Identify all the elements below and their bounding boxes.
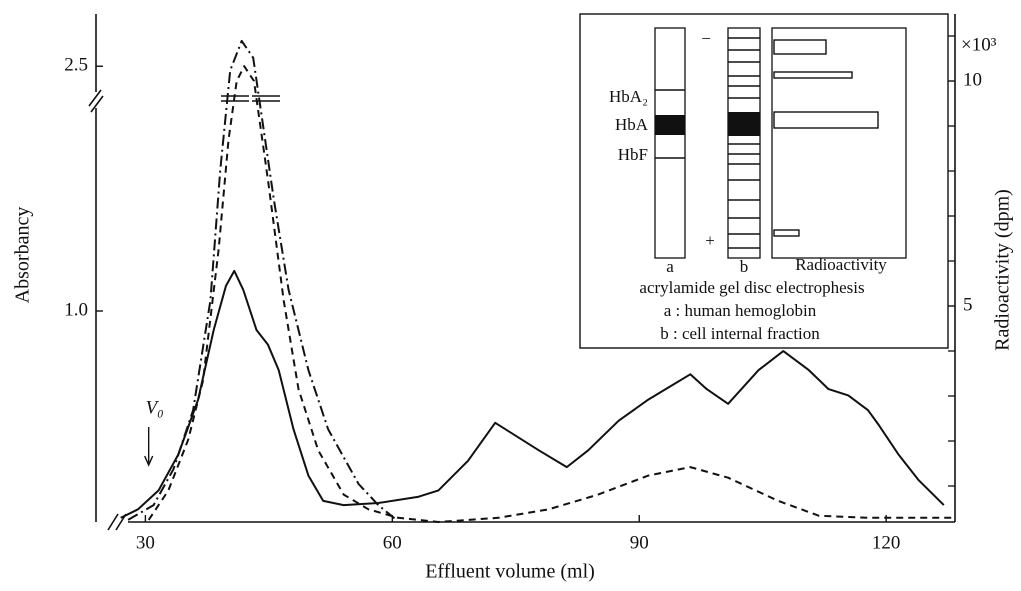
page: Effluent volume chromatogram {"chart_dat… [0,0,1021,586]
inset-caption: b : cell internal fraction [660,324,820,343]
y-tick-label: 2.5 [64,55,88,76]
lane-label: Radioactivity [795,255,887,274]
radioactivity-bar [774,112,878,128]
annotation-label: V₀ [146,397,164,418]
y-axis-title: Absorbancy [12,207,34,304]
minus-sign: − [701,29,711,48]
y-tick-label: 1.0 [64,299,88,320]
inset-caption: a : human hemoglobin [664,301,817,320]
gel-band-hba [655,115,685,135]
gel-band-thick [728,112,760,136]
gel-lane-a [655,28,685,258]
plus-sign: + [705,231,715,250]
y2-tick-label: 10 [963,69,982,90]
x-tick-label: 60 [383,532,402,553]
chart: 30 60 90 120 1.0 2.5 5 10 V₀ Absorbancy Radioact… [0,0,1021,586]
curve-break-marks [221,96,280,101]
x-tick-label: 30 [136,532,155,553]
radioactivity-bar [774,40,826,54]
radioactivity-bar [774,72,852,78]
body: 30 60 90 120 1.0 2.5 5 10 V₀ Absorbancy Radioact… [0,0,1021,586]
y2-unit: ×10³ [961,34,997,55]
band-label: HbA [615,115,649,134]
radioactivity-bar [774,230,799,236]
y2-axis-title: Radioactivity (dpm) [992,189,1014,351]
inset-caption: acrylamide gel disc electrophesis [639,278,864,297]
series-line [128,41,396,520]
lane-label: b [740,257,749,276]
inset-frame [580,14,948,348]
y2-tick-label: 5 [963,294,973,315]
band-label: HbA₂ [609,87,648,106]
inset: − + HbA₂ HbA HbF a b Radioactivity acryl… [580,14,948,348]
x-tick-label: 120 [872,532,901,553]
lane-label: a [666,257,674,276]
band-label: HbF [618,145,648,164]
x-tick-label: 90 [630,532,649,553]
x-axis-title: Effluent volume (ml) [425,561,595,583]
